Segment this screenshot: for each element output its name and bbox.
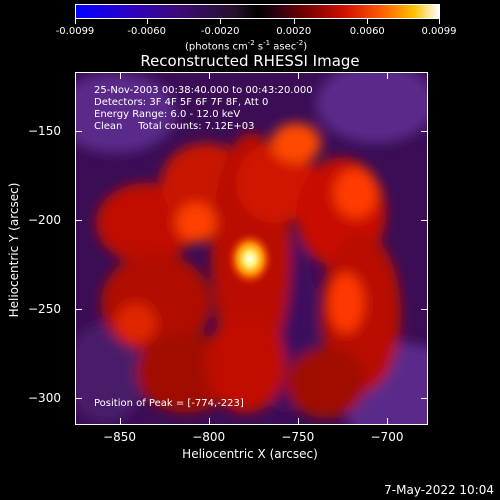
x-tick-label: −700 <box>370 430 404 444</box>
info-detectors: Detectors: 3F 4F 5F 6F 7F 8F, Att 0 <box>94 97 269 108</box>
y-tick <box>421 130 427 132</box>
timestamp: 7-May-2022 10:04 <box>384 483 494 497</box>
x-tick <box>297 73 299 79</box>
x-axis-title: Heliocentric X (arcsec) <box>182 447 318 461</box>
colorbar-tick-label: 0.0060 <box>349 26 385 37</box>
y-tick <box>421 398 427 400</box>
rhessi-image: 25-Nov-2003 00:38:40.000 to 00:43:20.000… <box>75 72 428 425</box>
x-tick <box>297 418 299 424</box>
colorbar-tick <box>75 19 76 24</box>
y-tick <box>76 309 82 311</box>
colorbar-tick-label: 0.0020 <box>276 26 312 37</box>
y-tick-label: −200 <box>28 212 61 227</box>
info-time-range: 25-Nov-2003 00:38:40.000 to 00:43:20.000 <box>94 85 313 96</box>
peak-source <box>226 231 274 287</box>
y-tick-label: −150 <box>28 123 61 138</box>
x-tick <box>119 418 121 424</box>
colorbar-tick-label: -0.0060 <box>127 26 166 37</box>
image-map <box>76 73 427 424</box>
x-tick <box>386 418 388 424</box>
colorbar-tick-label: 0.0099 <box>421 26 457 37</box>
x-tick-label: −750 <box>281 430 315 444</box>
colorbar <box>75 4 440 19</box>
x-tick-label: −850 <box>103 430 137 444</box>
y-tick <box>421 309 427 311</box>
info-clean-counts: Clean Total counts: 7.12E+03 <box>94 121 255 132</box>
plot-title: Reconstructed RHESSI Image <box>140 52 360 70</box>
x-tick <box>119 73 121 79</box>
x-tick <box>208 418 210 424</box>
y-tick <box>76 219 82 221</box>
colorbar-tick-label: -0.0020 <box>200 26 240 37</box>
colorbar-tick <box>367 19 369 24</box>
x-tick <box>386 73 388 79</box>
y-tick-label: −250 <box>28 302 61 317</box>
x-tick-label: −800 <box>192 430 226 444</box>
y-axis-title: Heliocentric Y (arcsec) <box>7 182 21 318</box>
colorbar-tick <box>146 19 148 24</box>
colorbar-units: (photons cm-2 s-1 asec-2) <box>185 39 308 53</box>
y-tick <box>76 398 82 400</box>
colorbar-tick <box>220 19 222 24</box>
colorbar-tick <box>439 19 440 24</box>
colorbar-tick <box>293 19 295 24</box>
peak-position-text: Position of Peak = [-774,-223] <box>94 398 244 409</box>
y-tick-label: −300 <box>28 391 61 406</box>
x-tick <box>208 73 210 79</box>
y-tick <box>421 219 427 221</box>
info-energy-range: Energy Range: 6.0 - 12.0 keV <box>94 109 241 120</box>
y-tick <box>76 130 82 132</box>
colorbar-tick-label: -0.0099 <box>55 26 95 37</box>
